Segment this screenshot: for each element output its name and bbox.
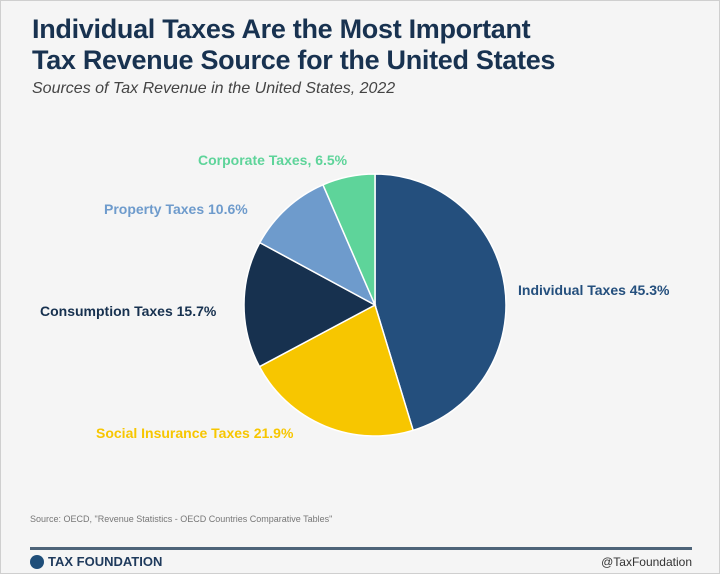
tax-foundation-logo-icon — [30, 554, 44, 569]
chart-title: Individual Taxes Are the Most Important … — [32, 14, 555, 76]
pie-slice-property-taxes — [258, 183, 377, 307]
brand-name: TAX FOUNDATION — [48, 554, 163, 569]
source-note: Source: OECD, "Revenue Statistics - OECD… — [30, 514, 333, 524]
pie-slice-social-insurance-taxes — [258, 303, 415, 437]
footer-divider — [30, 547, 692, 550]
label-consumption-taxes: Consumption Taxes 15.7% — [40, 303, 217, 319]
pie-slice-consumption-taxes — [243, 241, 377, 368]
chart-subtitle: Sources of Tax Revenue in the United Sta… — [32, 80, 396, 97]
label-social-insurance-taxes: Social Insurance Taxes 21.9% — [96, 425, 294, 441]
label-property-taxes: Property Taxes 10.6% — [104, 201, 248, 217]
pie-slice-corporate-taxes — [321, 173, 376, 306]
title-line-1: Individual Taxes Are the Most Important — [32, 14, 531, 44]
title-line-2: Tax Revenue Source for the United States — [32, 45, 556, 75]
pie-slice-individual-taxes — [374, 173, 507, 432]
label-corporate-taxes: Corporate Taxes, 6.5% — [198, 152, 348, 168]
label-individual-taxes: Individual Taxes 45.3% — [518, 282, 670, 298]
social-handle: @TaxFoundation — [601, 555, 692, 569]
tax-foundation-logo: TAX FOUNDATION — [30, 554, 162, 569]
